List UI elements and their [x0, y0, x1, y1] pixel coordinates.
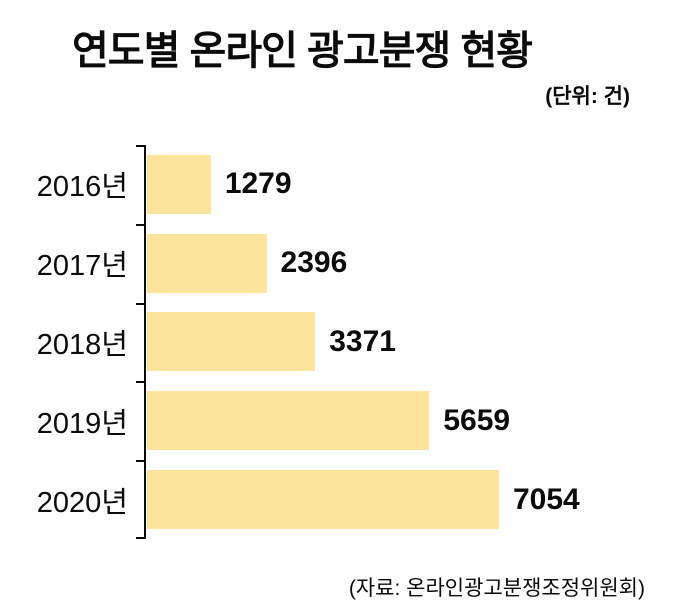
- bar: [147, 312, 316, 372]
- chart-row: 2018년 3371: [0, 303, 675, 382]
- bar: [147, 154, 211, 214]
- category-label: 2016년: [36, 171, 128, 204]
- value-label: 3371: [329, 324, 396, 358]
- chart-title: 연도별 온라인 광고분쟁 현황: [72, 29, 533, 73]
- axis-tick: [136, 223, 146, 226]
- chart-row: 2017년 2396: [0, 224, 675, 303]
- axis-tick: [136, 302, 146, 305]
- value-label: 1279: [224, 167, 292, 201]
- category-label: 2017년: [36, 250, 128, 283]
- chart-row: 2016년 1279: [0, 145, 675, 224]
- axis-tick: [136, 145, 146, 147]
- category-label: 2018년: [36, 328, 128, 361]
- chart-row: 2019년 5659: [0, 381, 675, 460]
- bar-chart: 2016년 1279 2017년 2396 2018년 3371 2019년 5659 2020…: [0, 145, 675, 539]
- value-label: 2396: [280, 246, 348, 280]
- unit-label: (단위: 건): [545, 85, 630, 108]
- bar: [147, 391, 430, 451]
- source-label: (자료: 온라인광고분쟁조정위원회): [348, 577, 645, 600]
- category-label: 2019년: [36, 407, 128, 440]
- bar: [147, 470, 499, 530]
- axis-tick: [136, 537, 146, 539]
- axis-tick: [136, 381, 146, 384]
- bar: [147, 233, 267, 293]
- axis-tick: [136, 460, 146, 463]
- category-label: 2020년: [36, 486, 128, 519]
- y-axis-line: [144, 145, 146, 539]
- value-label: 5659: [443, 403, 511, 437]
- value-label: 7054: [513, 482, 580, 516]
- chart-row: 2020년 7054: [0, 460, 675, 539]
